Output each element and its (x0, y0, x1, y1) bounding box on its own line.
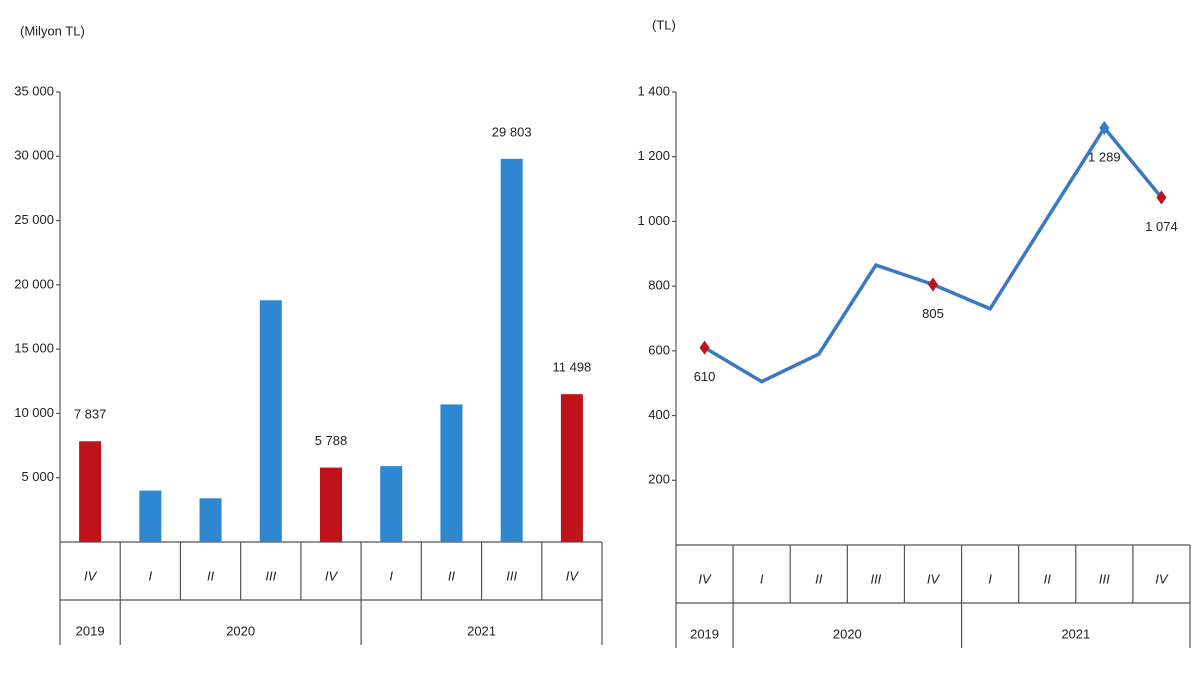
x-tick-label: II (207, 568, 215, 583)
value-label: 1 074 (1145, 219, 1178, 234)
y-tick-label: 800 (648, 278, 670, 293)
x-tick-label: III (870, 571, 881, 586)
line (703, 124, 1163, 384)
x-tick-label: II (1044, 571, 1052, 586)
year-label: 2020 (226, 623, 255, 638)
y-tick-label: 1 000 (637, 213, 670, 228)
y-tick-label: 25 000 (14, 212, 54, 227)
y-tick-label: 15 000 (14, 341, 54, 356)
y-tick-label: 200 (648, 472, 670, 487)
year-label: 2021 (467, 623, 496, 638)
value-label: 1 289 (1088, 149, 1121, 164)
year-label: 2019 (76, 623, 105, 638)
value-label: 610 (694, 369, 716, 384)
x-tick-label: IV (84, 568, 98, 583)
x-tick-label: I (389, 568, 393, 583)
y-tick-label: 5 000 (21, 469, 54, 484)
y-tick-label: 30 000 (14, 148, 54, 163)
year-label: 2019 (690, 626, 719, 641)
x-tick-label: I (760, 571, 764, 586)
y-tick-label: 35 000 (14, 83, 54, 98)
x-tick-label: III (506, 568, 517, 583)
value-label: 5 788 (315, 433, 348, 448)
bar (320, 467, 342, 542)
year-label: 2021 (1061, 626, 1090, 641)
y-tick-label: 1 400 (637, 83, 670, 98)
x-tick-label: IV (1155, 571, 1169, 586)
y-tick-label: 600 (648, 342, 670, 357)
value-label: 11 498 (552, 360, 591, 375)
bar (440, 404, 463, 542)
bar (500, 158, 523, 542)
x-tick-label: IV (566, 568, 580, 583)
bar (259, 300, 282, 542)
x-tick-label: IV (698, 571, 712, 586)
x-tick-label: I (149, 568, 153, 583)
axis-label: (Milyon TL) (20, 23, 85, 38)
marker (928, 277, 938, 292)
bar (199, 498, 222, 542)
y-tick-label: 1 200 (637, 148, 670, 163)
y-tick-label: 10 000 (14, 405, 54, 420)
bar (139, 490, 162, 542)
x-tick-label: III (265, 568, 276, 583)
x-tick-label: II (448, 568, 456, 583)
value-label: 29 803 (492, 124, 532, 139)
x-tick-label: IV (927, 571, 941, 586)
bar (79, 441, 102, 542)
year-label: 2020 (833, 626, 862, 641)
y-tick-label: 20 000 (14, 276, 54, 291)
bar (380, 466, 403, 542)
value-label: 805 (922, 306, 944, 321)
x-tick-label: II (815, 571, 823, 586)
x-tick-label: III (1099, 571, 1110, 586)
marker (699, 340, 710, 355)
x-tick-label: I (988, 571, 992, 586)
marker (1156, 190, 1167, 205)
value-label: 7 837 (74, 407, 107, 422)
y-tick-label: 400 (648, 407, 670, 422)
axis-label: (TL) (652, 17, 676, 32)
bar (560, 394, 583, 542)
marker (1099, 120, 1110, 135)
x-tick-label: IV (325, 568, 339, 583)
